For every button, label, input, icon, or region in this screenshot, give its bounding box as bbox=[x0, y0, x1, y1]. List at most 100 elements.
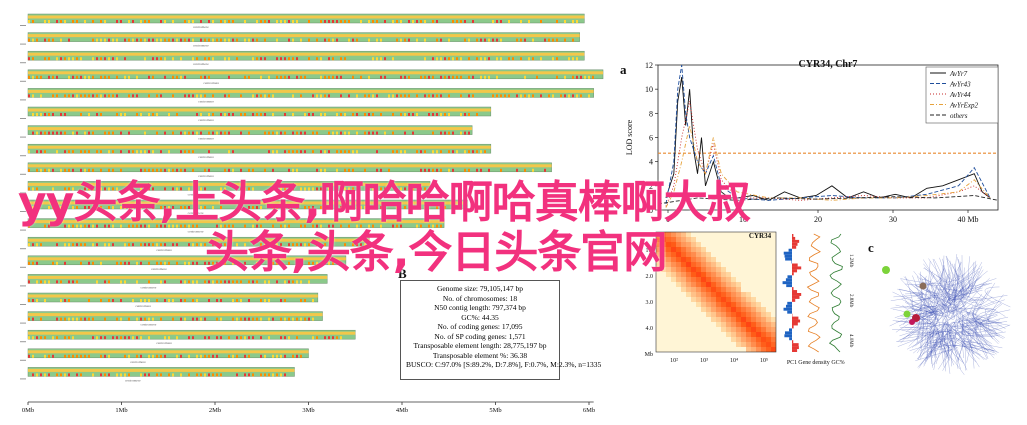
density-tick bbox=[100, 39, 102, 42]
density-tick bbox=[40, 318, 42, 321]
density-tick bbox=[272, 355, 274, 358]
density-tick bbox=[84, 76, 86, 79]
heatmap-cell bbox=[731, 307, 736, 312]
density-tick bbox=[48, 280, 50, 283]
density-tick bbox=[108, 76, 110, 79]
density-tick bbox=[312, 336, 314, 339]
density-tick bbox=[52, 94, 54, 97]
heatmap-cell bbox=[756, 332, 761, 337]
centromere-label: centromere bbox=[156, 341, 172, 345]
heatmap-cell bbox=[706, 292, 711, 297]
density-tick bbox=[196, 94, 198, 97]
density-tick bbox=[92, 318, 94, 321]
overlay-title[interactable]: yy头条,上头条,啊哈哈啊哈真棒啊大叔 头条,头条,今日头条官网 bbox=[0, 160, 1027, 270]
y-tick-label: 10 bbox=[645, 85, 653, 94]
stat-line: Genome size: 79,105,147 bp bbox=[406, 284, 554, 294]
density-tick bbox=[280, 318, 282, 321]
density-tick bbox=[236, 355, 238, 358]
density-tick bbox=[348, 132, 350, 135]
heatmap-cell bbox=[756, 312, 761, 317]
density-tick bbox=[252, 280, 254, 283]
density-tick bbox=[152, 355, 154, 358]
chromosome-band bbox=[28, 34, 580, 37]
density-tick bbox=[96, 57, 98, 60]
density-tick bbox=[404, 150, 406, 153]
density-tick bbox=[212, 20, 214, 23]
density-tick bbox=[464, 150, 466, 153]
overlay-line-2[interactable]: 头条,头条,今日头条官网 bbox=[205, 216, 666, 280]
density-tick bbox=[180, 318, 182, 321]
density-tick bbox=[276, 280, 278, 283]
density-tick bbox=[68, 150, 70, 153]
heatmap-cell bbox=[746, 292, 751, 297]
density-tick bbox=[148, 299, 150, 302]
density-tick bbox=[500, 39, 502, 42]
density-tick bbox=[104, 20, 106, 23]
heatmap-cell bbox=[716, 272, 721, 277]
heatmap-cell bbox=[756, 327, 761, 332]
pc1-bar bbox=[784, 334, 792, 337]
density-tick bbox=[60, 280, 62, 283]
density-tick bbox=[60, 39, 62, 42]
density-tick bbox=[124, 373, 126, 376]
heatmap-cell bbox=[721, 297, 726, 302]
density-tick bbox=[204, 76, 206, 79]
density-tick bbox=[292, 20, 294, 23]
density-tick bbox=[528, 94, 530, 97]
density-tick bbox=[328, 57, 330, 60]
density-tick bbox=[108, 373, 110, 376]
density-tick bbox=[348, 39, 350, 42]
density-tick bbox=[400, 39, 402, 42]
density-tick bbox=[272, 373, 274, 376]
density-tick bbox=[100, 336, 102, 339]
density-tick bbox=[228, 336, 230, 339]
density-tick bbox=[324, 150, 326, 153]
density-tick bbox=[104, 318, 106, 321]
density-tick bbox=[64, 355, 66, 358]
density-tick bbox=[168, 373, 170, 376]
density-tick bbox=[344, 132, 346, 135]
density-tick bbox=[56, 336, 58, 339]
density-tick bbox=[100, 94, 102, 97]
heatmap-cell bbox=[676, 282, 681, 287]
density-tick bbox=[476, 113, 478, 116]
heatmap-cell bbox=[731, 337, 736, 342]
density-tick bbox=[436, 113, 438, 116]
heatmap-cell bbox=[706, 287, 711, 292]
density-tick bbox=[448, 132, 450, 135]
heatmap-cell bbox=[761, 342, 766, 347]
chromosome-17: centromere bbox=[20, 312, 323, 327]
pc1-bar bbox=[792, 320, 800, 323]
density-tick bbox=[92, 94, 94, 97]
density-tick bbox=[208, 76, 210, 79]
density-tick bbox=[120, 150, 122, 153]
density-tick bbox=[320, 150, 322, 153]
density-tick bbox=[136, 94, 138, 97]
density-tick bbox=[100, 76, 102, 79]
density-tick bbox=[308, 318, 310, 321]
density-tick bbox=[132, 94, 134, 97]
centromere-label: centromere bbox=[193, 44, 209, 48]
heatmap-cell bbox=[746, 327, 751, 332]
density-tick bbox=[488, 57, 490, 60]
density-tick bbox=[368, 76, 370, 79]
density-tick bbox=[108, 280, 110, 283]
centromere-label: centromere bbox=[141, 285, 157, 289]
heatmap-cell bbox=[676, 272, 681, 277]
density-tick bbox=[164, 57, 166, 60]
density-tick bbox=[420, 76, 422, 79]
density-tick bbox=[308, 113, 310, 116]
chromosome-marker bbox=[20, 137, 26, 138]
density-tick bbox=[104, 355, 106, 358]
density-tick bbox=[200, 76, 202, 79]
density-tick bbox=[316, 132, 318, 135]
density-tick bbox=[80, 150, 82, 153]
density-tick bbox=[336, 336, 338, 339]
heatmap-cell bbox=[751, 322, 756, 327]
density-tick bbox=[104, 39, 106, 42]
density-tick bbox=[252, 113, 254, 116]
density-tick bbox=[336, 113, 338, 116]
density-tick bbox=[108, 299, 110, 302]
pc1-bar bbox=[792, 349, 797, 352]
density-tick bbox=[88, 94, 90, 97]
